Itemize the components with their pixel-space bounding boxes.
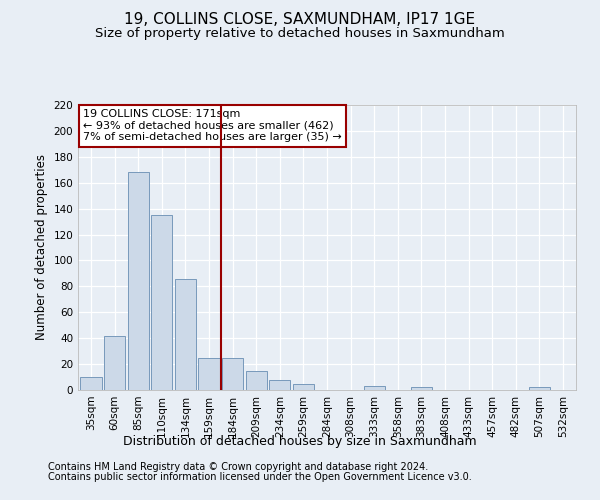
Bar <box>529 388 550 390</box>
Bar <box>222 358 243 390</box>
Text: Distribution of detached houses by size in Saxmundham: Distribution of detached houses by size … <box>123 435 477 448</box>
Bar <box>128 172 149 390</box>
Y-axis label: Number of detached properties: Number of detached properties <box>35 154 48 340</box>
Bar <box>269 380 290 390</box>
Bar <box>175 278 196 390</box>
Text: Contains HM Land Registry data © Crown copyright and database right 2024.: Contains HM Land Registry data © Crown c… <box>48 462 428 472</box>
Bar <box>104 336 125 390</box>
Bar <box>80 377 101 390</box>
Text: Size of property relative to detached houses in Saxmundham: Size of property relative to detached ho… <box>95 28 505 40</box>
Bar <box>199 358 220 390</box>
Bar <box>293 384 314 390</box>
Text: Contains public sector information licensed under the Open Government Licence v3: Contains public sector information licen… <box>48 472 472 482</box>
Text: 19 COLLINS CLOSE: 171sqm
← 93% of detached houses are smaller (462)
7% of semi-d: 19 COLLINS CLOSE: 171sqm ← 93% of detach… <box>83 110 342 142</box>
Text: 19, COLLINS CLOSE, SAXMUNDHAM, IP17 1GE: 19, COLLINS CLOSE, SAXMUNDHAM, IP17 1GE <box>124 12 476 28</box>
Bar <box>411 388 432 390</box>
Bar <box>245 370 267 390</box>
Bar <box>151 215 172 390</box>
Bar <box>364 386 385 390</box>
